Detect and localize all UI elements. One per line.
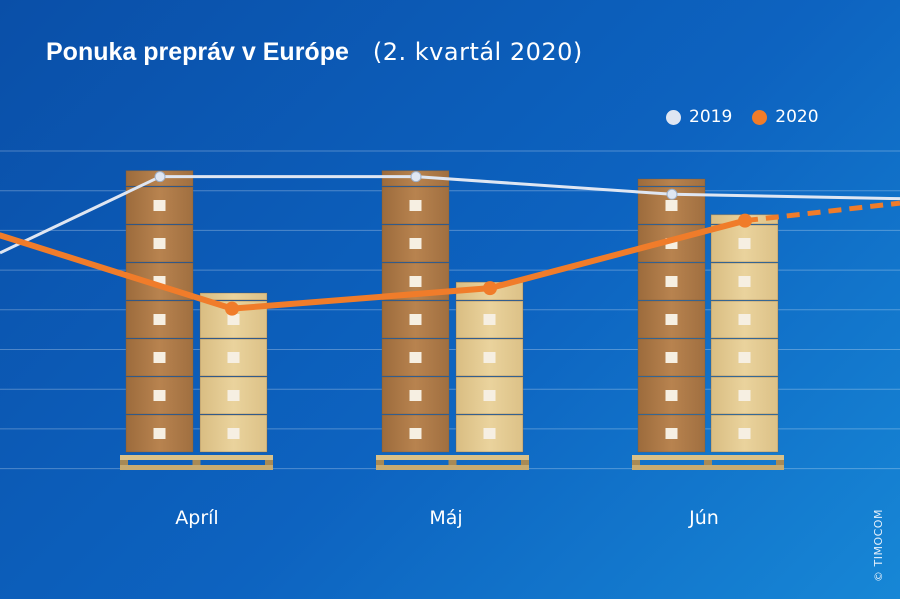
stack-2020 xyxy=(455,281,524,453)
chart-title: Ponuka prepráv v Európe xyxy=(46,38,349,66)
box-label xyxy=(153,390,166,401)
box-top xyxy=(637,178,706,187)
box-label xyxy=(738,428,751,439)
box-label xyxy=(227,352,240,363)
point-2019-Apríl xyxy=(154,171,166,183)
box-label xyxy=(153,200,166,211)
point-2019-Máj xyxy=(410,171,422,183)
legend: 2019 2020 xyxy=(666,107,819,127)
pallet-bottom-board xyxy=(632,465,784,470)
stack-2020 xyxy=(199,292,268,453)
pallet-block xyxy=(521,460,529,465)
box-label xyxy=(153,428,166,439)
pallet-block xyxy=(376,460,384,465)
box xyxy=(125,414,194,453)
box-label xyxy=(409,238,422,249)
pallet xyxy=(376,455,529,470)
pallet-block xyxy=(120,460,128,465)
chart-subtitle: (2. kvartál 2020) xyxy=(372,38,583,66)
box-label xyxy=(665,276,678,287)
box-label xyxy=(738,390,751,401)
legend-label-2020: 2020 xyxy=(775,107,819,127)
series-line-2020 xyxy=(0,217,748,312)
pallet-block xyxy=(776,460,784,465)
x-tick-label: Jún xyxy=(688,507,719,529)
box xyxy=(125,338,194,377)
box-label xyxy=(483,352,496,363)
pallet xyxy=(632,455,784,470)
pallet-top-board xyxy=(120,455,273,460)
box-label xyxy=(483,428,496,439)
box-label xyxy=(409,428,422,439)
box-label xyxy=(409,276,422,287)
box-label xyxy=(153,314,166,325)
pallet xyxy=(120,455,273,470)
legend-marker-2019 xyxy=(666,109,681,125)
x-tick-label: Apríl xyxy=(175,507,218,529)
box-label xyxy=(409,314,422,325)
box-label xyxy=(153,276,166,287)
box xyxy=(381,376,450,415)
series-forecast-2020 xyxy=(744,200,900,224)
box-label xyxy=(153,352,166,363)
box xyxy=(710,376,779,415)
x-axis-ticks: Apríl Máj Jún xyxy=(175,507,719,529)
legend-item-2020: 2020 xyxy=(752,107,819,127)
pallet-block xyxy=(265,460,273,465)
box-label xyxy=(665,314,678,325)
legend-label-2019: 2019 xyxy=(689,107,733,127)
box-label xyxy=(665,352,678,363)
x-tick-label: Máj xyxy=(429,507,462,529)
box-label xyxy=(665,238,678,249)
box-stacks xyxy=(120,170,784,470)
box-label xyxy=(483,314,496,325)
pallet-block xyxy=(448,460,457,465)
stack-2019 xyxy=(125,170,194,453)
point-2020-Máj xyxy=(483,281,497,296)
box-label xyxy=(665,390,678,401)
series-lines xyxy=(0,171,900,316)
stack-2020 xyxy=(710,214,779,453)
box-label xyxy=(409,200,422,211)
box-label xyxy=(665,428,678,439)
box-label xyxy=(738,314,751,325)
stack-2019 xyxy=(381,170,450,453)
box-label xyxy=(409,352,422,363)
legend-item-2019: 2019 xyxy=(666,107,732,127)
stack-2019 xyxy=(637,178,706,453)
point-2020-Apríl xyxy=(225,301,239,316)
box xyxy=(710,414,779,453)
box xyxy=(199,414,268,453)
box-label xyxy=(227,428,240,439)
box-label xyxy=(665,200,678,211)
pallet-block xyxy=(192,460,201,465)
box-label xyxy=(153,238,166,249)
pallet-bottom-board xyxy=(376,465,529,470)
copyright-credit: © TIMOCOM xyxy=(872,509,885,582)
point-2020-Jún xyxy=(738,213,752,228)
point-2019-Jún xyxy=(666,188,678,200)
pallet-bottom-board xyxy=(120,465,273,470)
chart-header: Ponuka prepráv v Európe (2. kvartál 2020) xyxy=(46,38,583,67)
pallet-block xyxy=(632,460,640,465)
box-label xyxy=(409,390,422,401)
box-label xyxy=(738,352,751,363)
pallet-top-board xyxy=(376,455,529,460)
pallet-block xyxy=(704,460,712,465)
box-label xyxy=(738,276,751,287)
legend-marker-2020 xyxy=(752,109,768,125)
box-label xyxy=(227,314,240,325)
pallet-top-board xyxy=(632,455,784,460)
box-label xyxy=(738,238,751,249)
box-label xyxy=(227,390,240,401)
box-label xyxy=(483,390,496,401)
